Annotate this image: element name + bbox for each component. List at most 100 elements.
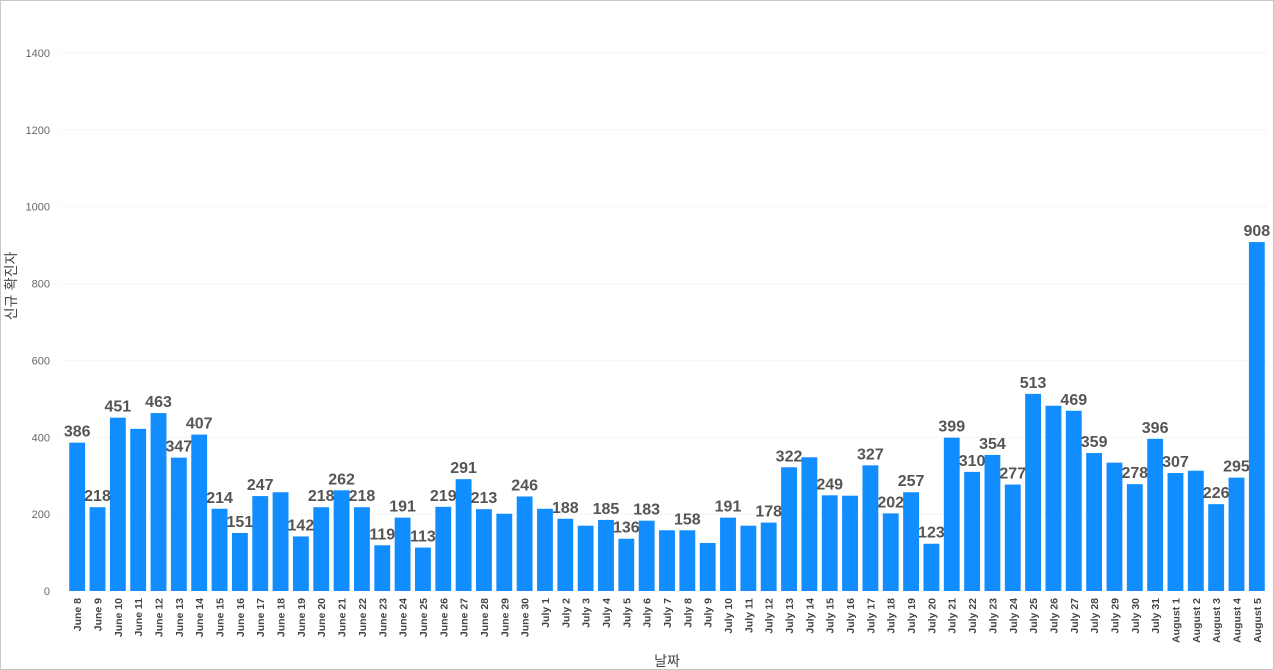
bar[interactable] [130, 428, 147, 591]
data-label: 295 [1223, 459, 1250, 476]
x-tick-label: June 15 [215, 598, 227, 637]
bar[interactable] [1147, 438, 1164, 591]
x-tick-label: June 9 [93, 598, 105, 631]
bar[interactable] [333, 490, 350, 591]
data-label: 151 [227, 514, 254, 531]
x-tick-label: July 30 [1130, 598, 1142, 634]
bar[interactable] [862, 465, 879, 591]
bar[interactable] [923, 543, 940, 591]
x-tick-label: June 19 [296, 598, 308, 637]
bar[interactable] [659, 530, 675, 591]
x-tick-label: June 21 [337, 598, 349, 637]
bar[interactable] [211, 508, 228, 591]
bar[interactable] [679, 530, 696, 591]
bar[interactable] [435, 506, 452, 591]
data-label: 113 [410, 529, 436, 546]
bar[interactable] [191, 434, 208, 591]
bar[interactable] [516, 496, 533, 591]
bar[interactable] [272, 492, 289, 591]
bar[interactable] [89, 507, 106, 591]
bar[interactable] [109, 417, 126, 591]
x-tick-label: June 13 [174, 598, 186, 637]
bar[interactable] [537, 508, 553, 591]
bar[interactable] [903, 492, 919, 591]
x-axis-title: 날짜 [654, 654, 680, 669]
bar[interactable] [740, 525, 757, 591]
bar[interactable] [415, 547, 431, 591]
bar[interactable] [964, 471, 981, 591]
x-tick-label: July 27 [1069, 598, 1081, 634]
bar[interactable] [801, 457, 818, 591]
bar[interactable] [598, 519, 614, 591]
bar[interactable] [699, 542, 716, 591]
data-label: 218 [349, 488, 376, 505]
y-tick-label: 800 [32, 279, 50, 291]
x-tick-label: July 29 [1109, 598, 1121, 634]
bar[interactable] [1106, 462, 1123, 591]
bar[interactable] [496, 513, 513, 591]
data-label: 218 [84, 488, 111, 505]
data-label: 136 [613, 520, 640, 537]
x-tick-label: August 1 [1170, 598, 1182, 643]
bar[interactable] [821, 495, 838, 591]
x-tick-label: June 16 [235, 598, 247, 637]
x-tick-label: June 11 [133, 598, 145, 637]
bar[interactable] [720, 517, 736, 591]
x-tick-label: June 26 [438, 598, 450, 637]
x-tick-label: July 26 [1048, 598, 1060, 634]
y-axis-title: 신규 확진자 [4, 251, 20, 320]
x-tick-label: July 23 [987, 598, 999, 634]
bar[interactable] [476, 509, 492, 591]
x-tick-label: July 1 [540, 598, 552, 628]
data-label: 191 [389, 499, 416, 516]
bar[interactable] [943, 437, 960, 591]
bar[interactable] [1167, 473, 1184, 591]
bar[interactable] [150, 413, 167, 591]
bar[interactable] [1126, 484, 1143, 591]
bar[interactable] [353, 507, 370, 591]
bar[interactable] [842, 495, 858, 591]
data-label: 219 [430, 488, 457, 505]
bar[interactable] [1248, 242, 1265, 591]
data-label: 214 [206, 490, 233, 507]
x-tick-label: July 16 [845, 598, 857, 634]
bar[interactable] [1065, 410, 1082, 591]
bar[interactable] [231, 532, 248, 591]
data-label: 158 [674, 511, 701, 528]
x-tick-label: July 12 [764, 598, 776, 634]
data-label: 185 [593, 501, 620, 518]
bar[interactable] [69, 442, 86, 591]
x-tick-label: June 14 [194, 598, 206, 637]
y-tick-label: 200 [32, 509, 50, 521]
bar[interactable] [557, 518, 574, 591]
bar[interactable] [1045, 405, 1062, 591]
bar[interactable] [1208, 504, 1225, 591]
x-tick-label: July 8 [682, 598, 694, 628]
bar[interactable] [984, 454, 1001, 591]
bar[interactable] [638, 520, 655, 591]
bar[interactable] [781, 467, 797, 591]
bar[interactable] [760, 522, 777, 591]
x-tick-label: June 8 [72, 598, 84, 631]
bar[interactable] [882, 513, 899, 591]
bar[interactable] [1228, 477, 1245, 591]
bar[interactable] [1025, 393, 1042, 591]
x-tick-label: July 5 [621, 598, 633, 628]
bar[interactable] [618, 538, 635, 591]
bars [69, 242, 1265, 591]
x-tick-label: July 31 [1150, 598, 1162, 634]
bar[interactable] [292, 536, 309, 591]
bar[interactable] [374, 545, 391, 591]
bar[interactable] [1004, 484, 1021, 591]
x-tick-label: July 24 [1008, 598, 1020, 634]
bar[interactable] [577, 525, 594, 591]
bar[interactable] [1187, 470, 1204, 591]
bar[interactable] [1086, 453, 1103, 591]
bar[interactable] [252, 496, 269, 591]
bar[interactable] [313, 507, 330, 591]
bar[interactable] [455, 479, 472, 591]
x-tick-label: July 6 [642, 598, 654, 628]
bar[interactable] [170, 457, 187, 591]
bar[interactable] [394, 517, 411, 591]
